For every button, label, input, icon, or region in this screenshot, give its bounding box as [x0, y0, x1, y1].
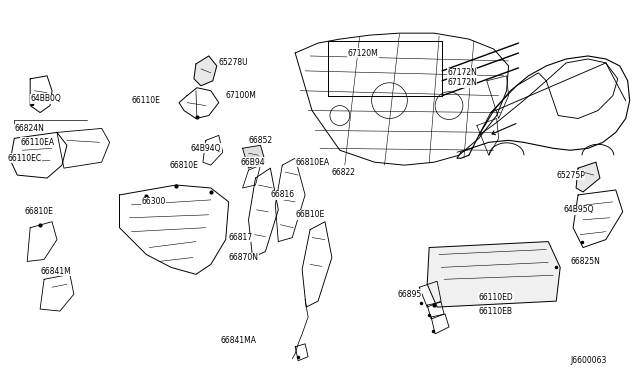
- Text: 64BB0Q: 64BB0Q: [30, 94, 61, 103]
- Text: 66B94: 66B94: [241, 158, 265, 167]
- Text: 67120M: 67120M: [348, 48, 378, 58]
- Polygon shape: [427, 241, 560, 307]
- Text: 66110EC: 66110EC: [7, 154, 42, 163]
- Text: 67172N: 67172N: [447, 68, 477, 77]
- Text: 66810E: 66810E: [169, 161, 198, 170]
- Text: 66810E: 66810E: [24, 207, 53, 216]
- Polygon shape: [243, 145, 266, 168]
- Bar: [328, 41, 442, 96]
- Text: 66825N: 66825N: [570, 257, 600, 266]
- Polygon shape: [576, 162, 600, 192]
- Text: 66110EA: 66110EA: [20, 138, 54, 147]
- Text: 66B10E: 66B10E: [295, 210, 324, 219]
- Bar: [328, 41, 442, 96]
- Text: 66300: 66300: [141, 198, 166, 206]
- Text: 66895: 66895: [397, 290, 422, 299]
- Text: 67172N: 67172N: [447, 78, 477, 87]
- Text: 66852: 66852: [248, 136, 273, 145]
- Text: 66810EA: 66810EA: [295, 158, 330, 167]
- Text: 67100M: 67100M: [226, 91, 257, 100]
- Polygon shape: [194, 56, 217, 86]
- Text: 65278U: 65278U: [219, 58, 248, 67]
- Text: 66110EB: 66110EB: [479, 307, 513, 315]
- Text: 66824N: 66824N: [14, 124, 44, 133]
- Text: 64B95Q: 64B95Q: [563, 205, 594, 214]
- Text: 66841MA: 66841MA: [221, 336, 257, 345]
- Text: 65275P: 65275P: [556, 171, 585, 180]
- Text: 66841M: 66841M: [40, 267, 71, 276]
- Text: 66110E: 66110E: [131, 96, 160, 105]
- Text: 66822: 66822: [332, 168, 356, 177]
- Text: 64B94Q: 64B94Q: [191, 144, 221, 153]
- Text: J6600063: J6600063: [570, 356, 607, 365]
- Text: 66110ED: 66110ED: [479, 293, 513, 302]
- Text: 66817: 66817: [228, 233, 253, 242]
- Text: 66816: 66816: [270, 190, 294, 199]
- Text: 66870N: 66870N: [228, 253, 259, 262]
